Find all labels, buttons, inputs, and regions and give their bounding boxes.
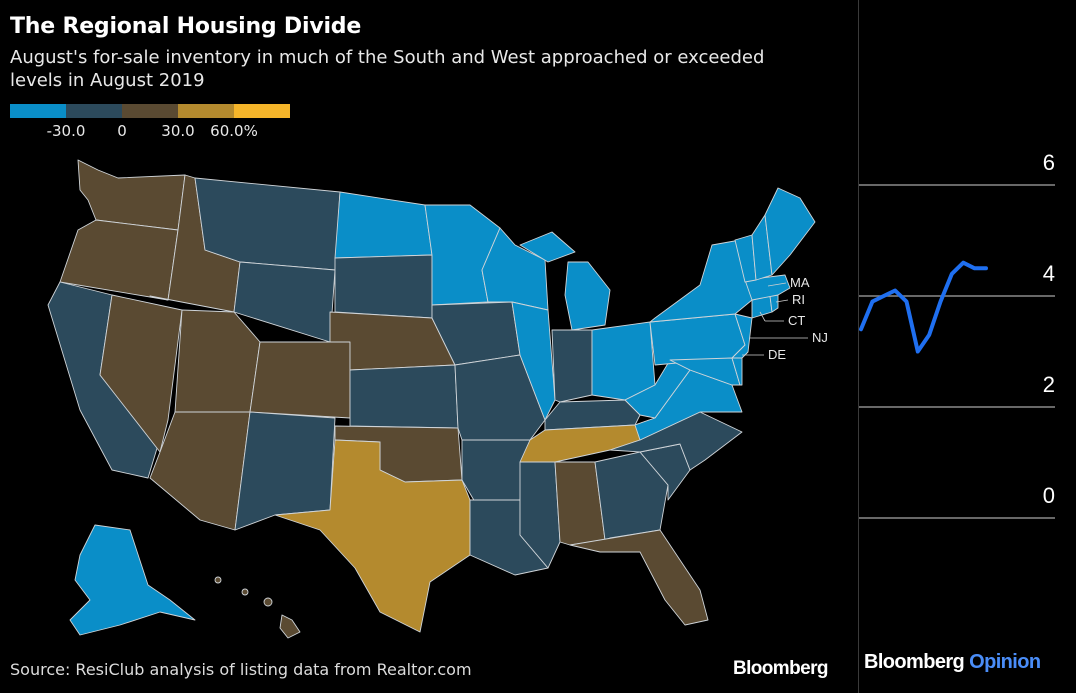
- source-note: Source: ResiClub analysis of listing dat…: [10, 660, 472, 679]
- state-mi: [564, 261, 611, 331]
- state-hi-islands: [214, 576, 222, 584]
- state-ks: [349, 364, 459, 429]
- map-panel: The Regional Housing Divide August's for…: [10, 14, 828, 679]
- legend-tick: 0: [117, 122, 127, 140]
- leader-ri: [775, 299, 789, 303]
- legend-swatch-3: [122, 104, 178, 118]
- legend-tick: 30.0: [161, 122, 195, 140]
- series-line: [859, 260, 988, 354]
- state-ma: [744, 274, 791, 301]
- legend-swatch-4: [178, 104, 234, 118]
- state-fl: [569, 529, 709, 626]
- legend-swatch-5: [234, 104, 290, 118]
- state-ut: [174, 309, 261, 413]
- chart-title: The Regional Housing Divide: [10, 14, 362, 39]
- legend-swatch-2: [66, 104, 122, 118]
- label-ma: MA: [790, 275, 810, 290]
- state-nd: [334, 191, 433, 259]
- leader-ma: [767, 282, 787, 287]
- bloomberg-opinion-logo: Bloomberg Opinion: [864, 651, 1041, 674]
- state-wi: [481, 227, 549, 311]
- y-tick-label: 4: [1043, 261, 1055, 286]
- bloomberg-wordmark: Bloomberg: [864, 651, 965, 673]
- state-mi-up: [519, 231, 576, 263]
- state-wa: [77, 159, 186, 231]
- y-tick-label: 2: [1043, 372, 1055, 397]
- state-oh: [591, 321, 656, 401]
- state-tx: [274, 439, 471, 633]
- state-hi-islands: [241, 588, 249, 596]
- bloomberg-logo: Bloomberg: [733, 658, 828, 679]
- state-ak: [69, 524, 196, 636]
- line-chart-svg: 0 2 4 6: [859, 150, 1055, 519]
- opinion-wordmark: Opinion: [969, 651, 1041, 673]
- state-me: [764, 187, 816, 276]
- color-legend: -30.0 0 30.0 60.0%: [10, 104, 290, 140]
- side-line-chart: 0 2 4 6 Bloomberg Opinion: [859, 0, 1076, 693]
- leader-ct: [759, 311, 766, 322]
- label-ct: CT: [788, 313, 805, 328]
- state-co: [249, 341, 351, 419]
- state-sd: [334, 254, 433, 319]
- state-nv: [99, 294, 183, 453]
- label-ri: RI: [792, 292, 805, 307]
- label-de: DE: [768, 347, 786, 362]
- state-pa: [649, 313, 746, 366]
- state-md: [669, 357, 741, 386]
- chart-subtitle: August's for-sale inventory in much of t…: [10, 47, 765, 91]
- state-il: [511, 301, 556, 421]
- legend-tick: 60.0%: [210, 122, 258, 140]
- y-tick-label: 6: [1043, 150, 1055, 175]
- legend-swatch-1: [10, 104, 66, 118]
- state-in: [551, 329, 593, 403]
- label-nj: NJ: [812, 330, 828, 345]
- state-hi: [279, 614, 301, 639]
- state-or: [59, 219, 179, 301]
- legend-tick: -30.0: [46, 122, 86, 140]
- panel-divider: [858, 0, 859, 693]
- state-hi-islands: [263, 597, 273, 607]
- state-ny: [649, 239, 753, 323]
- y-tick-label: 0: [1043, 483, 1055, 508]
- us-choropleth-map: MA RI CT NJ DE: [47, 159, 828, 639]
